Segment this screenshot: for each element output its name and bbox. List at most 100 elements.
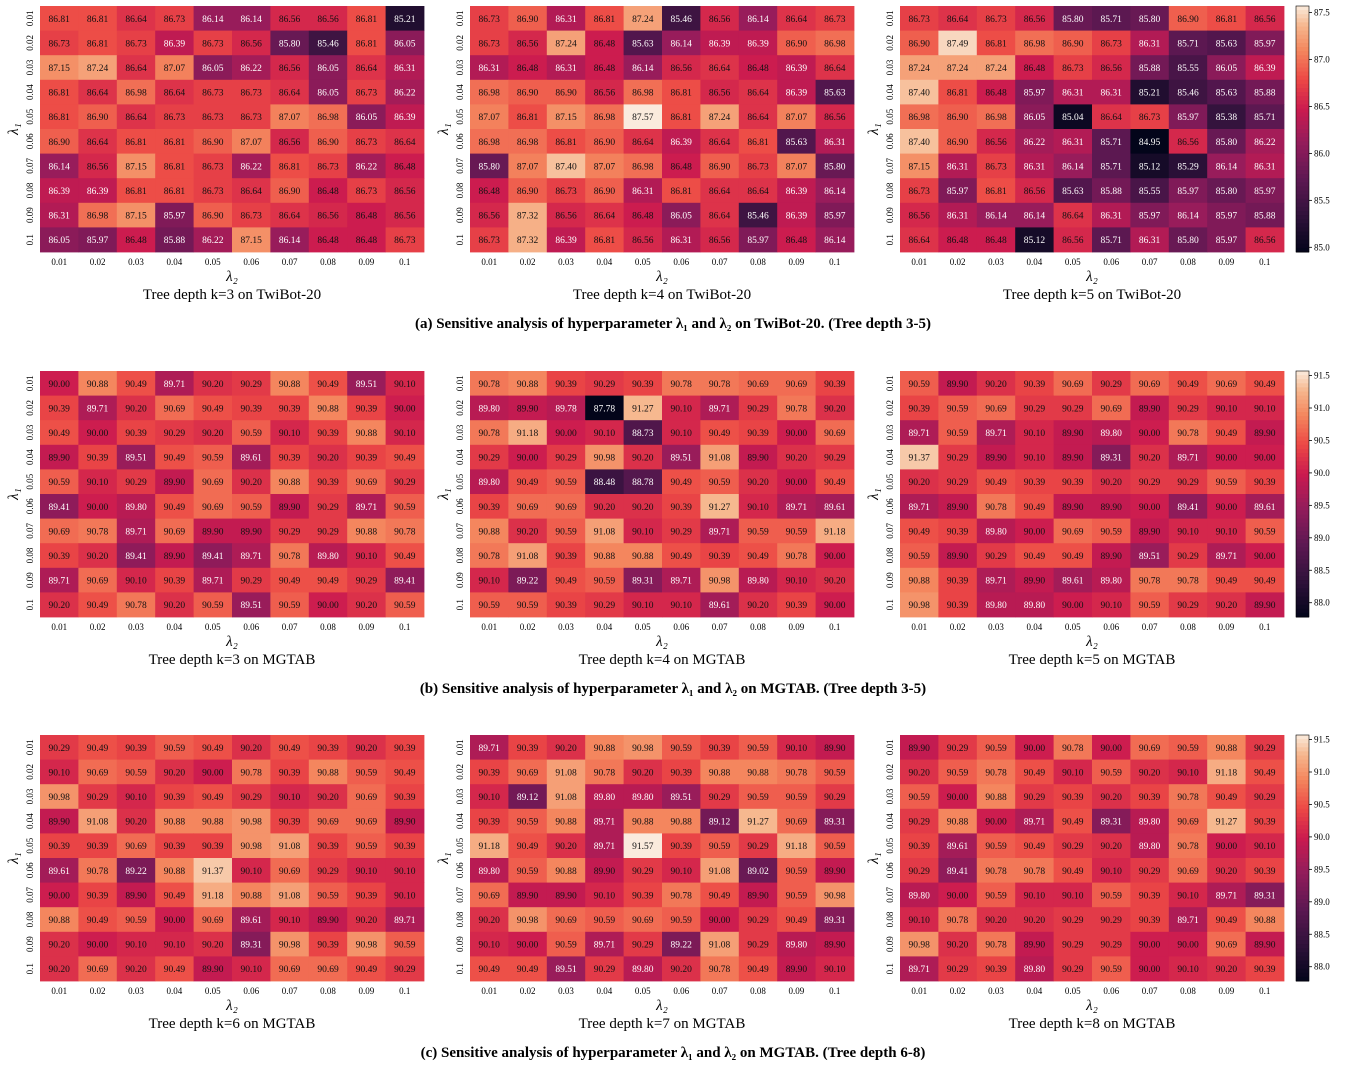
cell-value-label: 90.29 [1254,744,1276,754]
heatmap-cell [1245,153,1285,179]
cell-value-label: 90.10 [87,478,109,488]
cell-value-label: 90.59 [202,601,224,611]
colorbar-segment [1296,576,1309,581]
y-tick-label: 0.07 [885,523,895,539]
heatmap-cell [40,735,79,760]
colorbar-segment [1296,956,1309,961]
cell-value-label: 89.71 [786,503,808,513]
heatmap-cell [623,227,663,253]
cell-value-label: 90.59 [786,793,808,803]
cell-value-label: 90.88 [555,818,577,828]
heatmap-cell [1015,444,1054,470]
cell-value-label: 86.73 [909,187,931,197]
heatmap-cell [270,931,310,957]
cell-value-label: 86.98 [1024,39,1046,49]
heatmap-cell [546,956,586,982]
heatmap-cell [40,882,79,908]
cell-value-label: 89.71 [241,552,263,562]
heatmap-cell [700,55,740,81]
heatmap-cell [1168,518,1208,544]
heatmap-cell [508,882,548,908]
cell-value-label: 91.08 [709,867,731,877]
heatmap-cell [738,759,778,785]
cell-value-label: 90.00 [317,601,339,611]
cell-value-label: 90.29 [241,793,263,803]
heatmap-cell [900,567,939,593]
colorbar-segment [1296,120,1309,126]
heatmap-cell [1168,931,1208,957]
cell-value-label: 86.73 [202,187,224,197]
cell-value-label: 90.59 [909,793,931,803]
heatmap-cell [1168,30,1208,56]
heatmap-cell [385,592,425,618]
cell-value-label: 90.20 [356,601,378,611]
heatmap-cell [40,494,79,519]
y-tick-label: 0.08 [455,911,465,927]
heatmap-cell [270,202,310,228]
colorbar-frame [1295,5,1310,253]
colorbar-segment [1296,387,1309,392]
cell-value-label: 91.37 [909,454,931,464]
colorbar-segment [1296,174,1309,179]
heatmap-cell [700,808,740,834]
heatmap-cell [1168,227,1208,253]
heatmap-cell [585,931,624,957]
heatmap-cell [308,227,348,253]
heatmap-cell [385,444,425,470]
heatmap-cell [1168,759,1208,785]
y-tick-label: 0.04 [25,813,35,829]
heatmap-cell [193,956,233,982]
heatmap-cell [155,153,194,179]
cell-value-label: 87.15 [125,212,147,222]
cell-value-label: 87.78 [594,404,616,414]
colorbar-segment [1296,26,1309,32]
cell-value-label: 90.39 [87,454,109,464]
heatmap-cell [470,907,509,933]
heatmap-cell [116,759,156,785]
cell-value-label: 90.20 [594,503,616,513]
cell-value-label: 90.49 [125,380,147,390]
heatmap-cell [900,420,939,446]
heatmap-cell [938,6,978,31]
heatmap-cell [308,153,348,179]
heatmap-cell [78,931,118,957]
cell-value-label: 90.98 [632,744,654,754]
cell-value-label: 90.39 [241,404,263,414]
chart-title: Tree depth k=4 on MGTAB [579,652,746,668]
cell-value-label: 90.49 [87,744,109,754]
heatmap-cell [662,858,701,883]
heatmap-cell [585,6,624,31]
y-tick-label: 0.03 [885,424,895,440]
heatmap-cell [40,30,79,56]
colorbar-segment [1296,976,1309,982]
heatmap-cell [777,55,816,81]
cell-value-label: 86.73 [202,113,224,123]
cell-value-label: 90.10 [241,867,263,877]
cell-value-label: 90.10 [479,793,501,803]
cell-value-label: 86.14 [824,187,846,197]
heatmap-cell [1130,907,1170,933]
heatmap-cell [585,469,624,495]
colorbar-segment [1296,100,1309,105]
cell-value-label: 90.59 [1139,601,1161,611]
heatmap-cell [232,395,271,421]
cell-value-label: 86.73 [241,212,263,222]
x-tick-label: 0.07 [282,986,298,996]
y-tick-label: 0.06 [885,862,895,878]
heatmap-cell [1130,395,1170,421]
cell-value-label: 86.64 [747,89,769,99]
x-tick-label: 0.09 [789,986,805,996]
heatmap-cell [232,178,271,204]
heatmap-cell [385,395,425,421]
cell-value-label: 90.59 [125,916,147,926]
cell-value-label: 86.73 [985,15,1007,25]
cell-value-label: 89.71 [125,527,147,537]
cell-value-label: 90.59 [241,429,263,439]
cell-value-label: 90.49 [1024,768,1046,778]
heatmap-cell [585,371,624,396]
heatmap-cell [385,178,425,204]
cell-value-label: 90.59 [786,527,808,537]
heatmap-cell [78,469,118,495]
cell-value-label: 90.29 [279,527,301,537]
cell-value-label: 90.78 [1177,793,1199,803]
